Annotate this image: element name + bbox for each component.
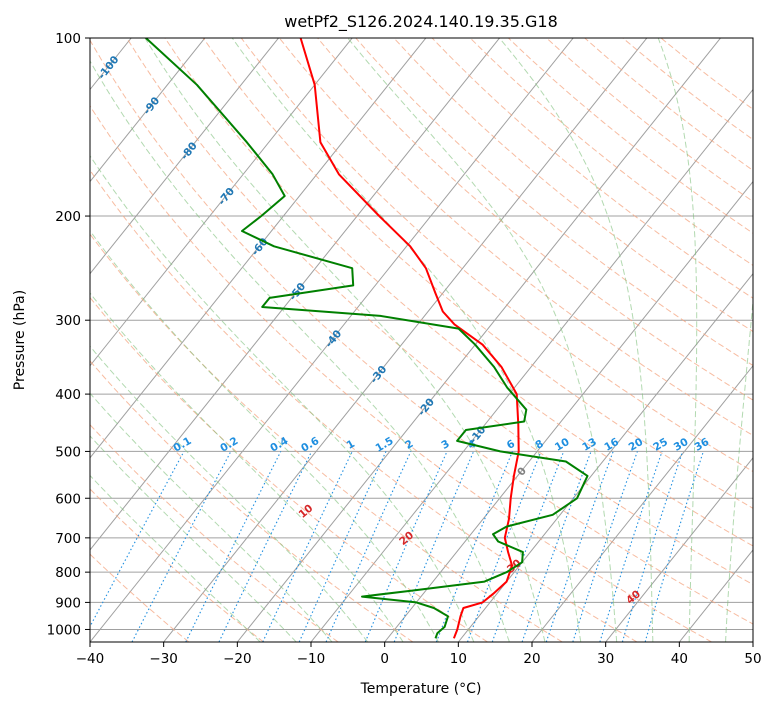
y-tick-label: 1000 bbox=[47, 622, 81, 638]
y-tick-label: 700 bbox=[55, 531, 81, 547]
dry-adiabat-line bbox=[507, 38, 753, 234]
moist-adiabat-line bbox=[90, 154, 475, 642]
y-tick-label: 800 bbox=[55, 565, 81, 581]
x-tick-label: −10 bbox=[297, 651, 326, 667]
dewpoint-profile-line bbox=[145, 38, 589, 639]
mixing-ratio-line bbox=[621, 451, 684, 642]
mixing-ratio-line bbox=[364, 451, 448, 642]
y-tick-label: 400 bbox=[55, 387, 81, 403]
x-tick-label: 10 bbox=[450, 651, 467, 667]
dry-adiabat-line bbox=[316, 38, 753, 401]
y-tick-label: 600 bbox=[55, 491, 81, 507]
dry-adiabat-line bbox=[90, 488, 264, 642]
dry-adiabat-line bbox=[90, 104, 712, 642]
axes: −40 −30 −20 −10 0 10 20 30 40 50 100 200 300 400 500 60… bbox=[47, 31, 762, 667]
moist-adiabat-line bbox=[90, 230, 439, 642]
mixing-ratio-line bbox=[545, 451, 614, 642]
moist-adiabat-line bbox=[725, 295, 753, 642]
y-tick-label: 500 bbox=[55, 444, 81, 460]
mixing-ratio-line bbox=[325, 451, 412, 642]
isotherm-line bbox=[384, 180, 753, 642]
y-tick-label: 200 bbox=[55, 209, 81, 225]
isotherm-line bbox=[90, 38, 353, 367]
mixing-ratio-line bbox=[435, 451, 514, 642]
dry-adiabat-line bbox=[90, 233, 563, 642]
dry-adiabat-line bbox=[431, 38, 753, 299]
dry-adiabat-line bbox=[278, 38, 753, 437]
moist-adiabat-line bbox=[499, 38, 654, 642]
temperature-profile-line bbox=[299, 38, 520, 639]
isotherm-line bbox=[90, 38, 501, 551]
dry-adiabat-line bbox=[164, 38, 753, 547]
mixing-ratio-line bbox=[599, 451, 663, 642]
mixing-ratio-line bbox=[90, 451, 185, 628]
moist-adiabat-line bbox=[347, 38, 618, 642]
x-axis-label: Temperature (°C) bbox=[360, 681, 482, 697]
moist-adiabat-line bbox=[90, 60, 510, 642]
y-tick-label: 900 bbox=[55, 595, 81, 611]
mixing-ratio-line bbox=[572, 451, 638, 642]
plot-area: 0.1 0.2 0.4 0.6 1 1.5 2 3 4 6 8 10 13 16 20 25 30 36-100-… bbox=[90, 38, 753, 642]
moist-adiabat-line bbox=[90, 435, 297, 642]
moist-adiabat-line bbox=[90, 292, 404, 642]
dry-adiabat-line bbox=[393, 38, 753, 333]
isotherm-line bbox=[236, 38, 722, 642]
mixing-ratio-line bbox=[491, 451, 565, 642]
x-tick-label: −30 bbox=[149, 651, 178, 667]
x-tick-label: −20 bbox=[223, 651, 252, 667]
mixing-ratio-line bbox=[644, 451, 704, 642]
moist-adiabat-line bbox=[144, 38, 546, 642]
dry-adiabat-line bbox=[126, 38, 753, 586]
x-tick-label: 30 bbox=[597, 651, 614, 667]
dry-adiabat-line bbox=[90, 296, 488, 642]
y-tick-label: 300 bbox=[55, 313, 81, 329]
y-axis-label: Pressure (hPa) bbox=[12, 290, 28, 390]
x-tick-label: 40 bbox=[671, 651, 688, 667]
isotherm-line bbox=[90, 38, 427, 459]
isotherm-line bbox=[90, 38, 574, 642]
mixing-ratio-line bbox=[185, 451, 282, 642]
x-tick-label: 20 bbox=[523, 651, 540, 667]
moist-adiabat-line bbox=[657, 38, 698, 642]
mixing-ratio-line bbox=[521, 451, 592, 642]
mixing-ratio-line bbox=[393, 451, 475, 642]
y-tick-label: 100 bbox=[55, 31, 81, 47]
moist-adiabat-line bbox=[90, 474, 261, 642]
dry-adiabat-line bbox=[202, 38, 753, 509]
isotherm-line bbox=[90, 38, 280, 275]
plot-frame bbox=[89, 37, 754, 643]
x-tick-label: 0 bbox=[380, 651, 389, 667]
dry-adiabat-line bbox=[90, 169, 638, 642]
moist-adiabat-line bbox=[90, 392, 333, 642]
dry-adiabat-line bbox=[90, 360, 414, 642]
dry-adiabat-line bbox=[90, 423, 339, 642]
x-tick-label: 50 bbox=[744, 651, 761, 667]
chart-title: wetPf2_S126.2024.140.19.35.G18 bbox=[284, 12, 558, 32]
moist-adiabat-line bbox=[90, 345, 369, 642]
isotherm-line bbox=[163, 38, 648, 642]
mixing-ratio-line bbox=[466, 451, 542, 642]
dry-adiabat-line bbox=[90, 39, 753, 625]
x-tick-label: −40 bbox=[76, 651, 105, 667]
isotherm-line bbox=[605, 457, 753, 642]
isotherm-line bbox=[531, 364, 753, 642]
